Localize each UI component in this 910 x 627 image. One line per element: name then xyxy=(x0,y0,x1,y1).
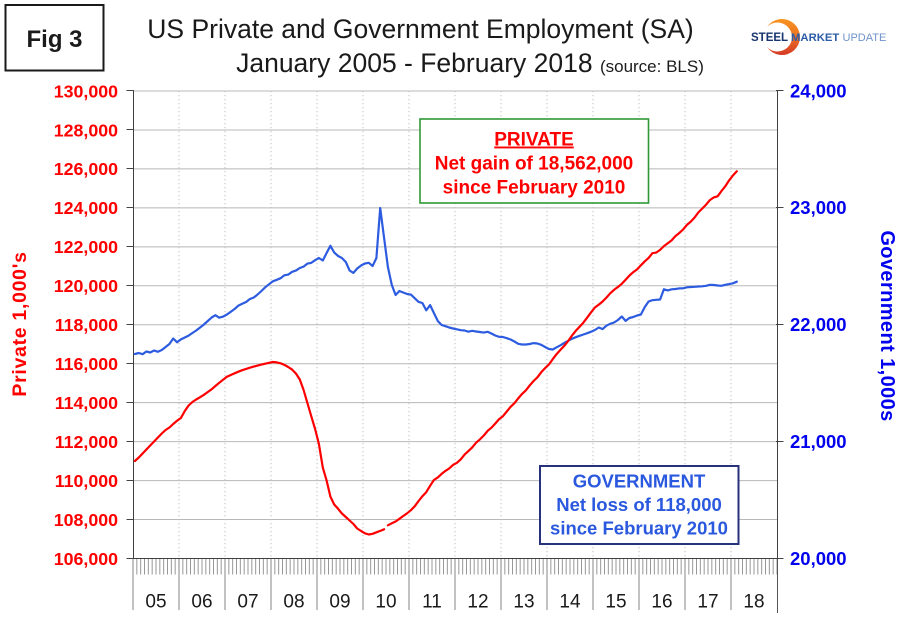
svg-text:Government 1,000s: Government 1,000s xyxy=(876,230,898,421)
svg-text:US Private and Government Empl: US Private and Government Employment (SA… xyxy=(147,14,693,44)
svg-text:112,000: 112,000 xyxy=(55,432,118,452)
svg-text:Net loss of 118,000: Net loss of 118,000 xyxy=(556,494,722,515)
svg-text:16: 16 xyxy=(651,592,672,613)
svg-text:MARKET: MARKET xyxy=(791,32,839,44)
svg-text:106,000: 106,000 xyxy=(54,549,118,569)
svg-text:114,000: 114,000 xyxy=(55,393,118,413)
svg-text:05: 05 xyxy=(145,592,166,613)
svg-text:Fig 3: Fig 3 xyxy=(26,26,82,53)
svg-text:08: 08 xyxy=(283,592,304,613)
svg-text:118,000: 118,000 xyxy=(55,315,118,335)
svg-text:GOVERNMENT: GOVERNMENT xyxy=(573,471,706,492)
svg-text:06: 06 xyxy=(191,592,212,613)
svg-text:21,000: 21,000 xyxy=(790,431,847,452)
svg-text:126,000: 126,000 xyxy=(54,159,118,179)
svg-text:PRIVATE: PRIVATE xyxy=(494,130,574,151)
svg-text:10: 10 xyxy=(375,592,396,613)
svg-text:120,000: 120,000 xyxy=(54,276,118,296)
svg-text:STEEL: STEEL xyxy=(751,32,788,44)
svg-text:09: 09 xyxy=(329,592,350,613)
svg-text:124,000: 124,000 xyxy=(54,198,118,218)
svg-text:since February 2010: since February 2010 xyxy=(550,517,728,538)
svg-text:24,000: 24,000 xyxy=(790,80,847,101)
svg-text:UPDATE: UPDATE xyxy=(843,32,887,44)
svg-text:15: 15 xyxy=(605,592,626,613)
svg-text:07: 07 xyxy=(237,592,258,613)
svg-text:11: 11 xyxy=(422,592,442,613)
svg-text:130,000: 130,000 xyxy=(54,81,118,101)
svg-text:22,000: 22,000 xyxy=(790,314,847,335)
svg-text:17: 17 xyxy=(697,592,718,613)
svg-text:12: 12 xyxy=(467,592,488,613)
svg-text:since February 2010: since February 2010 xyxy=(443,178,626,199)
svg-text:108,000: 108,000 xyxy=(54,510,118,530)
svg-text:Net gain of 18,562,000: Net gain of 18,562,000 xyxy=(435,154,634,175)
svg-text:110,000: 110,000 xyxy=(55,471,118,491)
svg-text:122,000: 122,000 xyxy=(54,237,118,257)
svg-text:23,000: 23,000 xyxy=(790,197,847,218)
svg-text:128,000: 128,000 xyxy=(54,120,118,140)
svg-text:14: 14 xyxy=(559,592,581,613)
svg-text:13: 13 xyxy=(513,592,534,613)
svg-text:20,000: 20,000 xyxy=(790,548,847,569)
svg-text:116,000: 116,000 xyxy=(55,354,118,374)
svg-text:18: 18 xyxy=(743,592,764,613)
svg-text:Private 1,000's: Private 1,000's xyxy=(9,251,31,396)
